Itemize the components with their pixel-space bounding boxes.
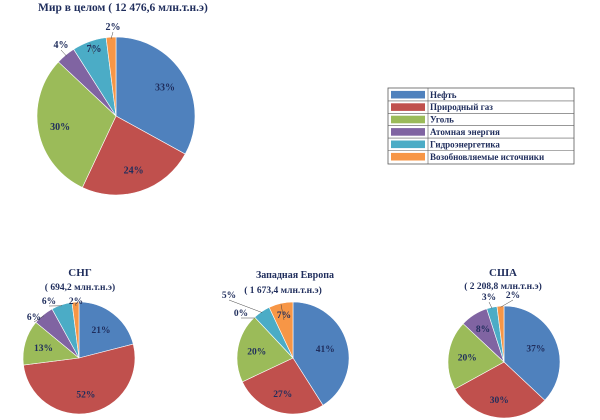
chart-title-world: Мир в целом ( 12 476,6 млн.т.н.э) (38, 2, 208, 14)
legend-swatch-gas (391, 103, 425, 111)
pie-world-label-hydro: 7% (87, 44, 102, 55)
pie-usa: 37% 30% 20% 8% 3% 2% (447, 291, 561, 419)
chart-title-usa: США (489, 267, 517, 279)
pie-usa-slice-gas (454, 361, 546, 419)
pie-we-slice-oil (292, 301, 350, 406)
legend-swatch-oil (391, 90, 425, 99)
legend-swatch-renewable (391, 152, 425, 161)
pie-we-leader-hydro (228, 299, 263, 313)
pie-world-slice-oil (115, 36, 196, 155)
pie-we-label-hydro: 5% (222, 291, 236, 301)
pie-usa-slice-renewable (496, 305, 505, 363)
pie-we-slice-renewable (268, 301, 294, 359)
pie-world-slice-coal (36, 61, 117, 188)
pie-world-slice-renewable (105, 36, 117, 117)
legend-swatch-hydro (391, 140, 425, 149)
legend-swatch-nuclear (391, 128, 425, 136)
legend-label-oil: Нефть (430, 90, 457, 100)
pie-world-leader-hydro (89, 43, 95, 55)
pie-world-label-nuclear: 4% (54, 40, 69, 51)
legend-label-nuclear: Атомная энергия (430, 127, 500, 137)
pie-cis-slice-renewable (71, 301, 80, 359)
chart-title-we: Западная Европа (256, 270, 334, 281)
legend-swatch-coal (391, 115, 425, 124)
pie-cis: 21% 52% 13% 6%6% 2% (22, 297, 136, 415)
pie-world-leader-nuclear (60, 49, 67, 57)
chart-subtitle-usa: ( 2 208,8 млн.т.н.э) (464, 281, 542, 292)
pie-we-label-renewable: 7% (277, 311, 291, 321)
pie-world: 33% 24% 30% 4% 7% 2% (36, 22, 196, 196)
chart-title-cis: СНГ (68, 267, 92, 279)
pie-we-label-nuclear: 0% (234, 309, 248, 319)
pie-world-label-oil: 33% (155, 83, 175, 94)
pie-usa-label-hydro: 3% (482, 293, 496, 303)
pie-cis-label-hydro: 6% (42, 297, 56, 307)
pie-cis-label-oil: 21% (92, 326, 111, 336)
legend-label-coal: Уголь (430, 115, 454, 125)
pie-cis-leader-nuclear (33, 315, 45, 323)
pie-we-label-oil: 41% (316, 345, 335, 355)
legend: Нефть Природный газ Уголь Атомная энергия Ги… (387, 87, 575, 165)
pie-western-europe: 41% 27% 20% 0% 5% 7% (222, 291, 350, 415)
legend-label-gas: Природный газ (430, 102, 493, 112)
pie-usa-label-nuclear: 8% (476, 325, 490, 335)
pie-we-leader-renewable (280, 304, 285, 321)
pie-cis-label-coal: 13% (34, 344, 53, 354)
pie-world-label-coal: 30% (50, 122, 70, 133)
pie-cis-slice-oil (78, 301, 134, 359)
pie-cis-label-gas: 52% (76, 391, 95, 401)
pie-cis-label-nuclear: 6% (27, 313, 41, 323)
pie-world-label-gas: 24% (124, 166, 144, 177)
pie-usa-leader-renewable (500, 299, 514, 308)
pie-world-label-renewable: 2% (106, 22, 121, 33)
pie-usa-label-oil: 37% (526, 345, 545, 355)
legend-label-hydro: Гидроэнергетика (430, 139, 500, 149)
chart-subtitle-cis: ( 694,2 млн.т.н.э) (45, 282, 115, 293)
pie-we-label-gas: 27% (273, 390, 292, 400)
pie-we-label-coal: 20% (247, 347, 266, 357)
legend-label-renewable: Возобновляемые источники (430, 152, 544, 162)
pie-usa-leader-hydro (488, 301, 493, 309)
pie-usa-slice-coal (447, 323, 505, 390)
pie-usa-label-coal: 20% (458, 354, 477, 364)
pie-world-leader-renewable (110, 31, 114, 39)
pie-usa-label-renewable: 2% (506, 291, 520, 301)
pie-cis-label-renewable: 2% (69, 297, 83, 307)
pie-usa-label-gas: 30% (490, 396, 509, 406)
pie-usa-slice-oil (503, 305, 561, 401)
chart-subtitle-we: ( 1 673,4 млн.т.н.э) (244, 285, 322, 296)
pie-world-slice-gas (81, 115, 186, 196)
pie-we-slice-coal (236, 316, 294, 383)
pie-we-slice-gas (241, 357, 324, 415)
